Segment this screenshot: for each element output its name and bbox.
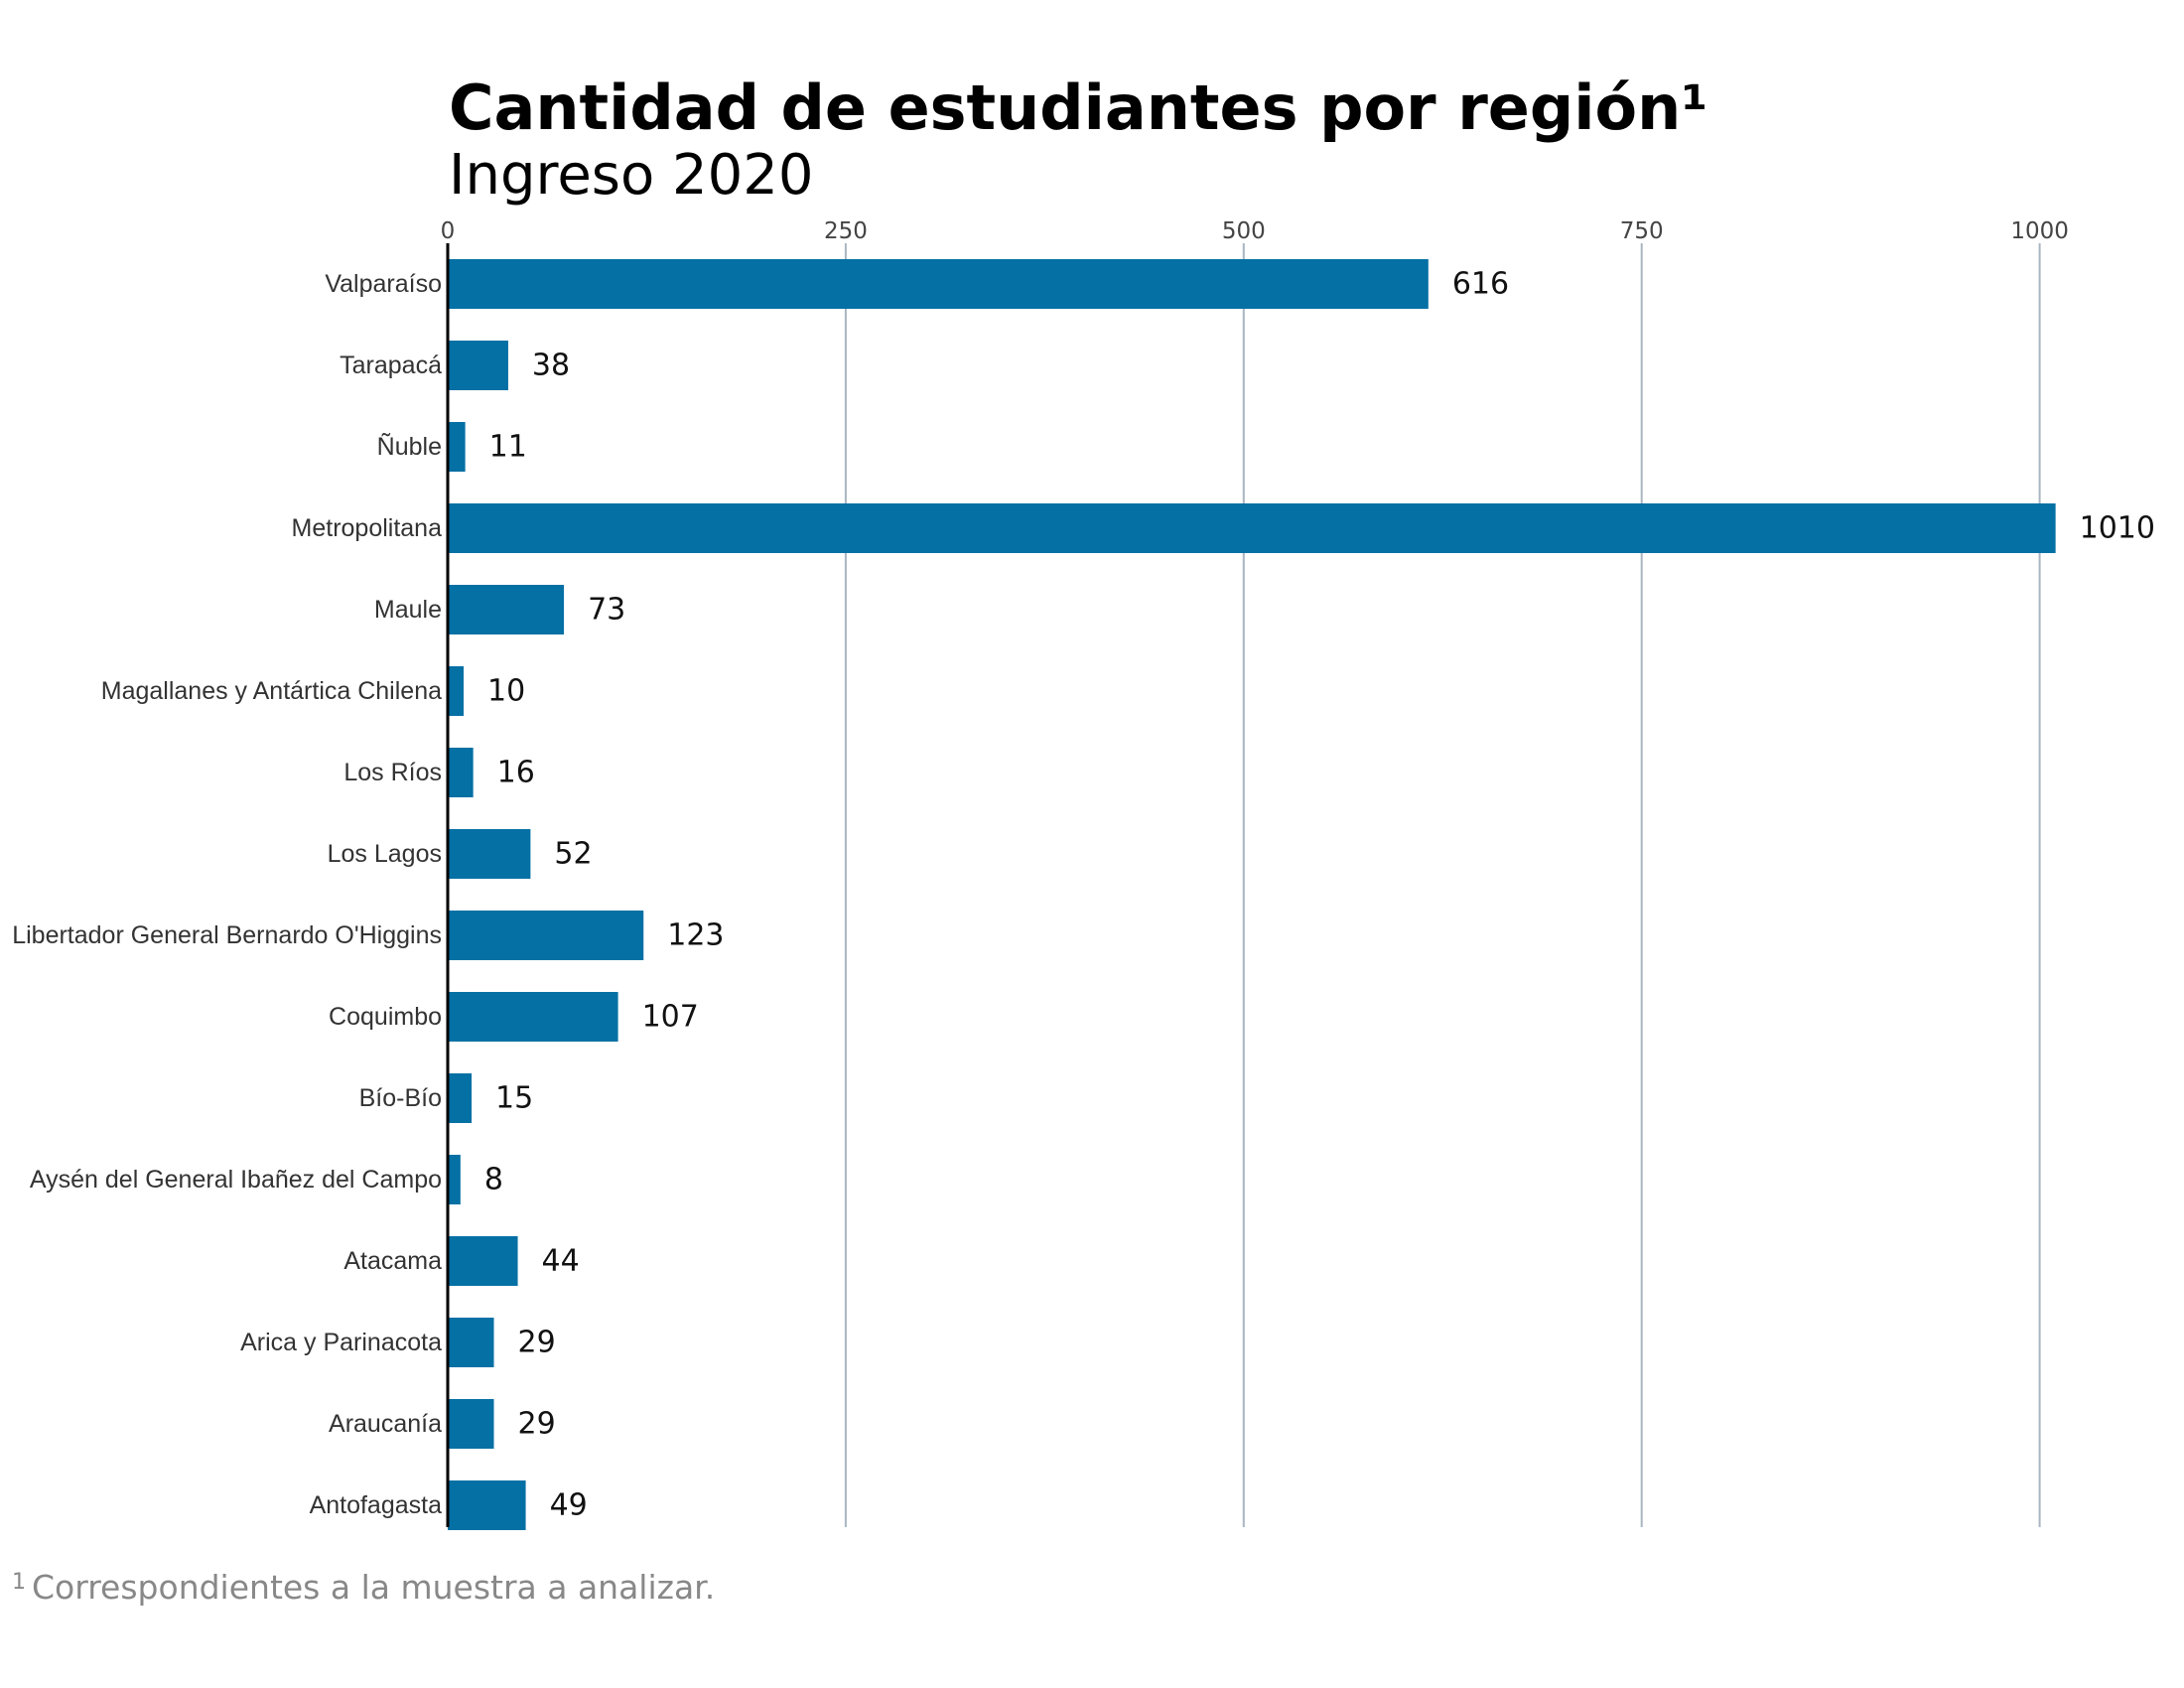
data-label: 73 — [588, 593, 625, 628]
category-label: Maule — [374, 596, 442, 624]
bar — [448, 585, 565, 634]
data-label: 29 — [518, 1407, 556, 1442]
footnote: 1 Correspondientes a la muestra a analiz… — [12, 1568, 715, 1607]
bar — [448, 911, 644, 960]
category-label: Tarapacá — [340, 352, 442, 379]
bar — [448, 1318, 494, 1367]
data-label: 38 — [532, 349, 570, 383]
bar — [448, 666, 465, 716]
x-tick-label: 500 — [1222, 218, 1266, 244]
x-tick-label: 0 — [441, 218, 456, 244]
bar — [448, 503, 2056, 553]
category-label: Bío-Bío — [359, 1084, 442, 1112]
bar — [448, 829, 531, 879]
x-tick-label: 1000 — [2010, 218, 2069, 244]
category-label: Metropolitana — [292, 514, 443, 542]
category-label: Atacama — [343, 1247, 442, 1275]
category-label: Libertador General Bernardo O'Higgins — [12, 921, 442, 949]
category-label: Araucanía — [329, 1410, 442, 1438]
data-label: 44 — [542, 1244, 580, 1279]
data-label: 107 — [642, 1000, 699, 1035]
category-label: Magallanes y Antártica Chilena — [101, 677, 442, 705]
data-label: 29 — [518, 1326, 556, 1360]
data-label: 11 — [489, 430, 527, 465]
x-tick-label: 250 — [824, 218, 868, 244]
bar — [448, 1480, 526, 1530]
bar — [448, 1399, 494, 1449]
x-tick-label: 750 — [1620, 218, 1664, 244]
category-label: Los Ríos — [343, 759, 442, 786]
bar — [448, 341, 508, 390]
category-label: Los Lagos — [328, 840, 442, 868]
bar — [448, 422, 466, 472]
data-label: 8 — [484, 1163, 503, 1197]
bar — [448, 748, 474, 797]
grid-lines — [844, 243, 2041, 1527]
bar — [448, 1236, 518, 1286]
data-label: 49 — [550, 1488, 588, 1523]
category-label: Valparaíso — [325, 270, 442, 298]
category-label: Antofagasta — [310, 1491, 443, 1519]
data-label: 52 — [554, 837, 592, 872]
data-labels: 616 38 11 1010 73 10 16 52 123 107 15 8 44 29 29 49 — [484, 267, 2155, 1523]
footnote-marker: 1 — [12, 1570, 26, 1595]
category-label: Ñuble — [377, 432, 442, 461]
category-labels: Valparaíso Tarapacá Ñuble Metropolitana Maul… — [12, 270, 442, 1519]
data-label: 616 — [1452, 267, 1509, 302]
x-axis-ticks: 0 250 500 750 1000 — [441, 218, 2069, 244]
data-label: 123 — [667, 918, 724, 953]
category-label: Aysén del General Ibañez del Campo — [30, 1166, 442, 1194]
data-label: 1010 — [2080, 511, 2155, 546]
bars — [448, 259, 2056, 1530]
bar — [448, 992, 618, 1042]
chart-title: Cantidad de estudiantes por región¹ — [449, 71, 1707, 144]
data-label: 16 — [497, 756, 535, 790]
bar — [448, 1155, 461, 1204]
bar — [448, 259, 1429, 309]
data-label: 10 — [487, 674, 525, 709]
chart-subtitle: Ingreso 2020 — [449, 143, 814, 208]
bar — [448, 1073, 473, 1123]
category-label: Coquimbo — [329, 1003, 442, 1031]
data-label: 15 — [495, 1081, 533, 1116]
footnote-text: Correspondientes a la muestra a analizar… — [32, 1568, 715, 1607]
category-label: Arica y Parinacota — [240, 1329, 442, 1356]
